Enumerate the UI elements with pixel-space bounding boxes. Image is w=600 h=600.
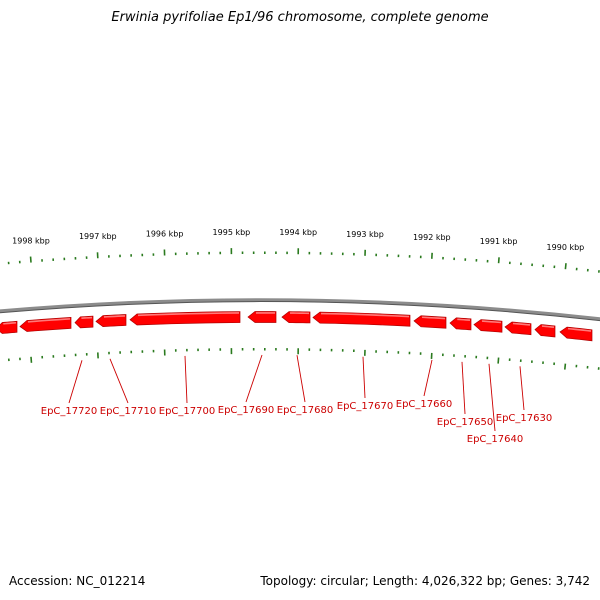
gene-label[interactable]: EpC_17650 [437,417,493,428]
gene-label[interactable]: EpC_17640 [467,434,523,445]
gene-labels: EpC_17720 EpC_17710 EpC_17700 EpC_17690 EpC_… [41,399,552,445]
ruler-label: 1990 kbp [547,243,585,252]
gene-arrow-highlight [457,318,471,321]
ruler-ticks-outer [7,248,600,273]
ruler-ticks-inner [7,348,600,370]
gene-label[interactable]: EpC_17670 [337,401,393,412]
ruler-major-tick [564,263,567,270]
gene-arrow-highlight [567,327,592,332]
gene-arrow-highlight [512,322,531,326]
backbone-line [0,298,600,321]
gene-leader-line [461,361,466,415]
gene-arrow-highlight [320,312,410,318]
gene-label[interactable]: EpC_17700 [159,406,215,417]
gene-arrow-highlight [481,320,502,324]
gene-track [0,311,593,342]
ruler-label: 1997 kbp [79,232,117,241]
gene-arrow[interactable] [534,324,556,338]
gene-leader-line [488,363,496,432]
ruler-major-tick [563,363,567,370]
gene-leader-line [362,356,366,399]
gene-arrow[interactable] [281,311,311,324]
gene-label[interactable]: EpC_17630 [496,413,552,424]
gene-arrow[interactable] [247,311,277,323]
gene-arrow[interactable] [74,315,94,329]
ruler-labels: 1998 kbp 1997 kbp 1996 kbp 1995 kbp 1994 kbp… [12,228,584,252]
gene-arrow-highlight [137,312,240,317]
gene-leader-line [519,366,525,411]
ruler-label: 1996 kbp [146,229,184,238]
genome-summary: Topology: circular; Length: 4,026,322 bp… [260,574,590,588]
gene-arrow-highlight [103,315,126,318]
page-title: Erwinia pyrifoliae Ep1/96 chromosome, co… [111,10,489,25]
gene-label-leaders [68,354,525,432]
ruler-label: 1993 kbp [346,230,384,239]
ruler-label: 1998 kbp [12,236,50,245]
backbone-shadow [0,301,600,322]
ruler-label: 1992 kbp [413,233,451,242]
gene-leader-line [296,355,306,403]
gene-leader-line [245,354,263,403]
gene-arrow-highlight [81,316,93,319]
gene-leader-line [109,358,129,404]
ruler-label: 1991 kbp [480,237,518,246]
gene-arrow-highlight [421,316,446,320]
gene-leader-line [184,355,188,404]
chromosome-backbone [0,298,600,322]
gene-label[interactable]: EpC_17660 [396,399,452,410]
gene-arrow[interactable] [449,317,472,331]
gene-leader-line [423,359,433,397]
ruler-label: 1995 kbp [213,228,251,237]
gene-label[interactable]: EpC_17720 [41,406,97,417]
gene-arrow-highlight [27,318,71,323]
accession-text: Accession: NC_012214 [9,574,146,588]
gene-label[interactable]: EpC_17710 [100,406,156,417]
gene-leader-line [68,360,83,404]
gene-label[interactable]: EpC_17680 [277,405,333,416]
gene-arrow-highlight [3,321,17,325]
ruler-label: 1994 kbp [279,228,317,237]
gene-arrow[interactable] [95,314,127,327]
gene-label[interactable]: EpC_17690 [218,405,274,416]
gene-arrow-highlight [541,325,555,329]
